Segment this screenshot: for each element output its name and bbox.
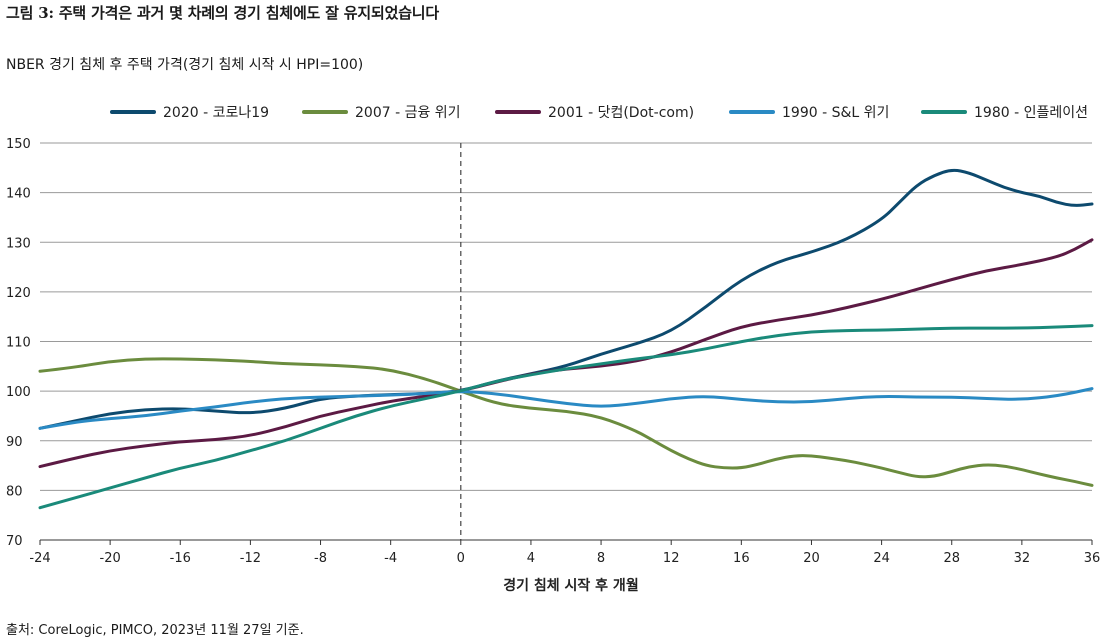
x-tick-label: -4 — [384, 551, 397, 566]
x-tick-label: -12 — [240, 551, 261, 566]
x-tick-label: 12 — [663, 551, 680, 566]
series-line-3 — [38, 387, 1094, 430]
x-tick-label: 8 — [597, 551, 605, 566]
legend-label-4: 1980 - 인플레이션 — [974, 105, 1088, 121]
x-tick-label: 24 — [873, 551, 890, 566]
series-line-1 — [38, 357, 1094, 487]
legend-label-0: 2020 - 코로나19 — [163, 105, 269, 121]
legend-label-2: 2001 - 닷컴(Dot-com) — [548, 105, 694, 121]
x-tick-label: 16 — [733, 551, 750, 566]
x-tick-label: 32 — [1014, 551, 1031, 566]
series-lines — [38, 168, 1094, 510]
source-note: 출처: CoreLogic, PIMCO, 2023년 11월 27일 기준. — [6, 623, 304, 638]
legend: 2020 - 코로나19 2007 - 금융 위기 2001 - 닷컴(Dot-co… — [110, 105, 1088, 121]
series-line-2 — [38, 238, 1094, 469]
x-tick-label: 20 — [803, 551, 820, 566]
x-tick-label: -16 — [170, 551, 191, 566]
x-tick-label: 28 — [943, 551, 960, 566]
y-tick-label: 100 — [6, 385, 31, 400]
x-tick-label: -20 — [100, 551, 121, 566]
x-tick-label: 4 — [527, 551, 535, 566]
x-tick-label: -24 — [29, 551, 50, 566]
x-tick-label: 36 — [1084, 551, 1100, 566]
x-tick-label: 0 — [457, 551, 465, 566]
x-axis-label: 경기 침체 시작 후 개월 — [503, 577, 638, 594]
series-line-4 — [38, 324, 1094, 510]
y-tick-label: 90 — [6, 435, 23, 450]
series-line-0 — [38, 168, 1094, 430]
y-tick-label: 110 — [6, 336, 31, 351]
legend-label-1: 2007 - 금융 위기 — [355, 105, 461, 121]
chart-title: NBER 경기 침체 후 주택 가격(경기 침체 시작 시 HPI=100) — [6, 57, 364, 73]
legend-label-3: 1990 - S&L 위기 — [782, 105, 889, 121]
y-tick-label: 120 — [6, 286, 31, 301]
y-tick-label: 150 — [6, 137, 31, 152]
y-tick-label: 80 — [6, 484, 23, 499]
gridlines — [40, 142, 1092, 491]
y-tick-label: 130 — [6, 236, 31, 251]
y-tick-label: 140 — [6, 187, 31, 202]
x-tick-label: -8 — [314, 551, 327, 566]
figure-title: 그림 3: 주택 가격은 과거 몇 차례의 경기 침체에도 잘 유지되었습니다 — [6, 4, 439, 22]
y-tick-label: 70 — [6, 534, 23, 549]
